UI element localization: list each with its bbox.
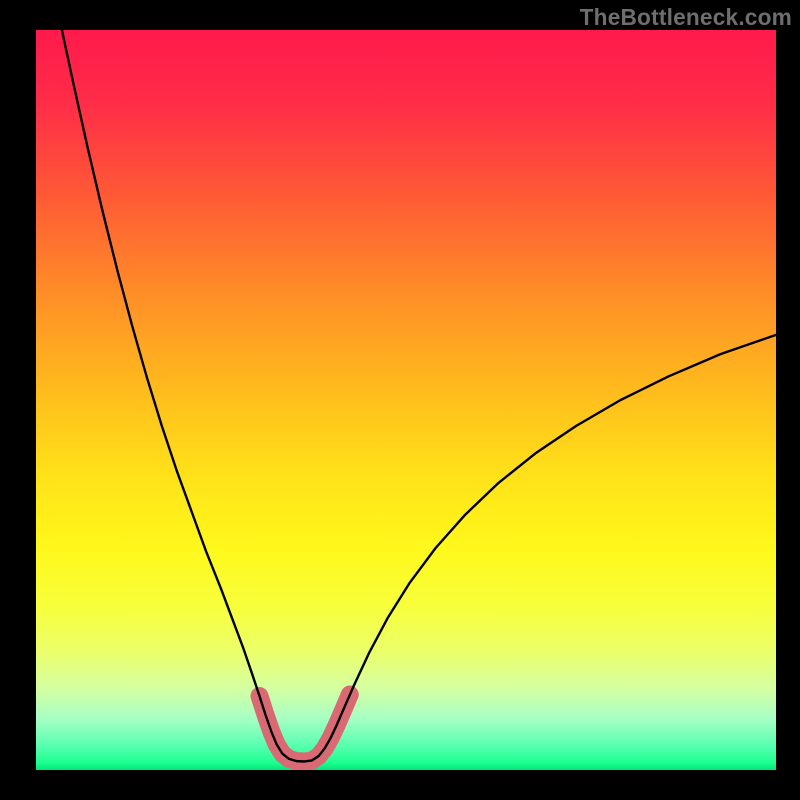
watermark-text: TheBottleneck.com [580, 4, 792, 31]
gradient-background [36, 30, 776, 770]
chart-frame: TheBottleneck.com [0, 0, 800, 800]
bottleneck-curve-chart [36, 30, 776, 770]
chart-plot-area [36, 30, 776, 770]
